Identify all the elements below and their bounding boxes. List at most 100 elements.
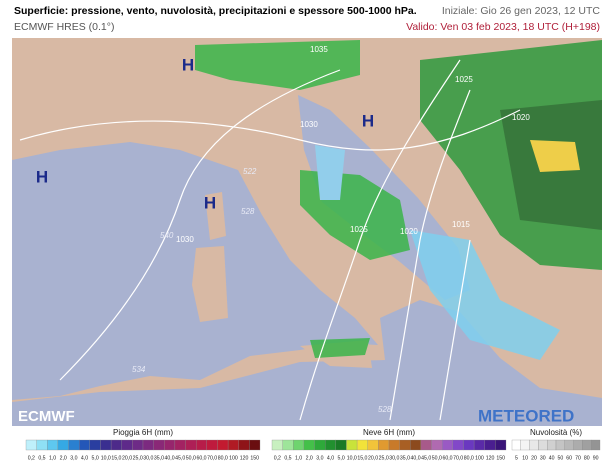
- legend-tick: 1,0: [295, 455, 302, 461]
- legend-swatch: [511, 439, 521, 451]
- meteored-logo: METEORED: [478, 406, 574, 425]
- high-pressure: H: [362, 111, 374, 130]
- isobar-label: 1015: [452, 220, 470, 229]
- legend-swatch: [591, 439, 601, 451]
- legend-tick: 70,0: [207, 455, 217, 461]
- isobar-label: 1030: [300, 120, 318, 129]
- legend-swatch: [520, 439, 530, 451]
- isobar-label: 1025: [350, 225, 368, 234]
- legend-tick: 10,0: [347, 455, 357, 461]
- legend-swatch: [36, 439, 48, 451]
- legend-swatch: [495, 439, 507, 451]
- legend-tick: 80: [584, 455, 590, 461]
- legend-swatch: [314, 439, 326, 451]
- legend-tick: 30,0: [143, 455, 153, 461]
- legend-swatch: [573, 439, 583, 451]
- legend-swatch: [121, 439, 133, 451]
- legend-tick: 3,0: [316, 455, 323, 461]
- legend-tick: 0,5: [284, 455, 291, 461]
- legend-swatch: [110, 439, 122, 451]
- legend-title: Nuvolosità (%): [530, 428, 582, 437]
- legend-swatch: [100, 439, 112, 451]
- legend-tick: 50,0: [186, 455, 196, 461]
- legend-tick: 100: [229, 455, 238, 461]
- legend-tick: 50: [558, 455, 564, 461]
- legend-tick: 35,0: [154, 455, 164, 461]
- thickness-label: 528: [241, 207, 255, 216]
- legend-tick: 3,0: [70, 455, 77, 461]
- legend-swatch: [442, 439, 453, 451]
- legend-tick: 25,0: [133, 455, 143, 461]
- isobar-label: 1030: [176, 235, 194, 244]
- legend-tick: 30: [540, 455, 546, 461]
- legend-title: Pioggia 6H (mm): [113, 428, 173, 437]
- legend-tick: 10,0: [101, 455, 111, 461]
- legend-tick: 5,0: [92, 455, 99, 461]
- valid-time: Valido: Ven 03 feb 2023, 18 UTC (H+198): [406, 21, 600, 33]
- ecmwf-logo: ECMWF: [18, 408, 75, 425]
- model-name: ECMWF HRES (0.1°): [14, 21, 114, 33]
- legend-swatch: [484, 439, 496, 451]
- legend-swatch: [346, 439, 358, 451]
- thickness-label: 534: [132, 365, 146, 374]
- legend-swatch: [529, 439, 539, 451]
- legend-tick: 150: [250, 455, 259, 461]
- legend-swatch: [325, 439, 336, 451]
- legend-tick: 70,0: [453, 455, 463, 461]
- thickness-label: 528: [378, 405, 392, 414]
- legend-tick: 10: [522, 455, 528, 461]
- legend-swatch: [367, 439, 379, 451]
- legend: Pioggia 6H (mm)0,2 0,5 1,0 2,0 3,0 4,0 5,0 10,0…: [25, 428, 601, 461]
- thickness-label: 522: [243, 167, 257, 176]
- legend-tick: 2,0: [306, 455, 313, 461]
- legend-swatch: [217, 439, 229, 451]
- isobar-label: 1020: [400, 227, 418, 236]
- legend-tick: 2,0: [60, 455, 67, 461]
- legend-swatch: [79, 439, 90, 451]
- legend-swatch: [206, 439, 218, 451]
- legend-tick: 1,0: [49, 455, 56, 461]
- legend-swatch: [227, 439, 239, 451]
- legend-tick: 45,0: [421, 455, 431, 461]
- legend-tick: 35,0: [400, 455, 410, 461]
- legend-swatch: [410, 439, 422, 451]
- legend-swatch: [399, 439, 411, 451]
- legend-swatch: [238, 439, 250, 451]
- corsica: [205, 192, 226, 240]
- legend-tick: 60,0: [442, 455, 452, 461]
- high-pressure: H: [36, 167, 48, 186]
- legend-tick: 120: [486, 455, 495, 461]
- legend-swatch: [431, 439, 443, 451]
- legend-tick: 70: [575, 455, 581, 461]
- map: H H H H 1035 1030 1030 1025 1020 1015 1020 1025 540 5…: [12, 38, 602, 426]
- legend-tick: 150: [496, 455, 505, 461]
- legend-swatch: [582, 439, 592, 451]
- legend-swatch: [132, 439, 144, 451]
- initial-time: Iniziale: Gio 26 gen 2023, 12 UTC: [442, 5, 601, 17]
- high-pressure: H: [204, 193, 216, 212]
- legend-swatch: [555, 439, 565, 451]
- legend-tick: 20: [531, 455, 537, 461]
- legend-tick: 120: [240, 455, 249, 461]
- legend-swatch: [47, 439, 59, 451]
- legend-tick: 50,0: [432, 455, 442, 461]
- legend-tick: 0,5: [38, 455, 45, 461]
- legend-swatch: [335, 439, 347, 451]
- legend-swatch: [378, 439, 390, 451]
- legend-swatch: [271, 439, 283, 451]
- legend-tick: 90: [593, 455, 599, 461]
- legend-swatch: [564, 439, 574, 451]
- legend-swatch: [57, 439, 69, 451]
- legend-swatch: [164, 439, 176, 451]
- precipitation: [195, 40, 602, 360]
- legend-swatch: [196, 439, 207, 451]
- legend-swatch: [293, 439, 305, 451]
- legend-tick: 25,0: [379, 455, 389, 461]
- legend-swatch: [303, 439, 315, 451]
- legend-swatch: [463, 439, 475, 451]
- legend-swatch: [388, 439, 400, 451]
- legend-swatch: [25, 439, 37, 451]
- legend-tick: 0,2: [28, 455, 35, 461]
- legend-tick: 60,0: [196, 455, 206, 461]
